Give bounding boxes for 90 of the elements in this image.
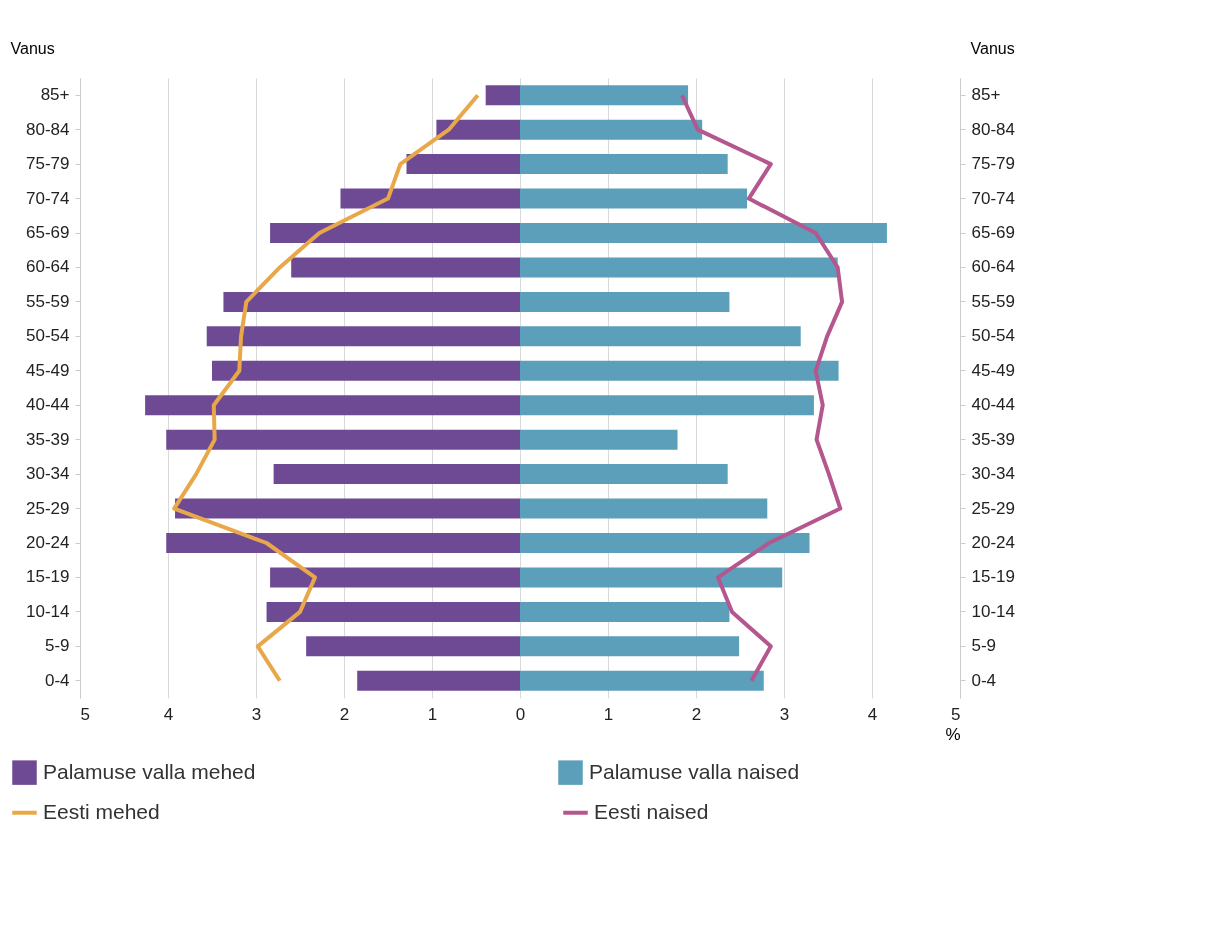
y-tick-label: 10-14 [26, 601, 70, 621]
y-tick-label: 85+ [40, 85, 70, 105]
bar [436, 119, 520, 140]
bar [357, 670, 520, 691]
x-tick-label: 2 [339, 704, 350, 724]
bar [520, 291, 730, 312]
bar [266, 601, 520, 622]
y-tick-label: 25-29 [26, 498, 70, 518]
category-label: 25-29 [971, 498, 1015, 518]
bar [520, 154, 728, 175]
x-axis-title: % [945, 724, 961, 744]
bar [520, 257, 838, 278]
y-tick-label: 75-79 [26, 154, 70, 174]
legend-label: Palamuse valla naised [589, 759, 800, 783]
bar [520, 360, 839, 381]
bar [520, 636, 740, 657]
category-label: 60-64 [971, 257, 1015, 277]
x-tick-label: 5 [951, 704, 961, 724]
bar [206, 326, 520, 347]
category-label: 15-19 [971, 567, 1015, 587]
bar [520, 395, 814, 416]
bar [406, 154, 520, 175]
bar [520, 326, 801, 347]
y-tick-label: 0-4 [44, 670, 70, 690]
bar [520, 533, 810, 553]
bar [485, 85, 520, 106]
category-label: 35-39 [971, 429, 1015, 449]
bar [520, 188, 748, 209]
legend-label: Eesti naised [594, 799, 709, 823]
x-tick-label: 3 [779, 704, 790, 724]
category-label: 5-9 [971, 636, 997, 656]
bar [270, 223, 520, 243]
category-label: 40-44 [971, 395, 1015, 415]
legend-label: Eesti mehed [43, 799, 160, 823]
x-tick-label: 4 [163, 704, 174, 724]
y-tick-label: 55-59 [26, 291, 70, 311]
x-tick-label: 3 [251, 704, 262, 724]
category-label: 80-84 [971, 119, 1015, 139]
bar [166, 533, 520, 553]
bar [270, 567, 520, 588]
x-tick-label: 1 [603, 704, 614, 724]
y2-axis-title: Vanus [970, 39, 1015, 57]
category-label: 0-4 [971, 670, 997, 690]
x-tick-label: 5 [80, 704, 90, 724]
bar [520, 119, 703, 140]
category-label: 10-14 [971, 601, 1015, 621]
x-tick-label: 0 [515, 704, 526, 724]
bar [520, 567, 783, 588]
category-label: 70-74 [971, 188, 1015, 208]
bar [166, 429, 520, 450]
y-tick-label: 5-9 [44, 636, 70, 656]
bar [520, 670, 764, 691]
bar [520, 85, 689, 106]
y-tick-label: 20-24 [26, 533, 70, 552]
bar [291, 257, 520, 278]
bar [212, 360, 520, 381]
bar [223, 291, 520, 312]
category-label: 75-79 [971, 154, 1015, 174]
category-label: 85+ [971, 85, 1001, 105]
bar [273, 464, 520, 485]
bar [145, 395, 520, 416]
y-axis-title: Vanus [10, 39, 55, 57]
y-tick-label: 40-44 [26, 395, 70, 415]
y-tick-label: 15-19 [26, 567, 70, 587]
category-label: 20-24 [971, 533, 1015, 552]
x-tick-label: 1 [427, 704, 438, 724]
bar [520, 429, 678, 450]
legend-label: Palamuse valla mehed [43, 759, 256, 783]
x-tick-label: 4 [867, 704, 878, 724]
category-label: 30-34 [971, 464, 1015, 484]
x-tick-label: 2 [691, 704, 702, 724]
y-tick-label: 35-39 [26, 429, 70, 449]
bar [175, 498, 520, 519]
y-tick-label: 70-74 [26, 188, 70, 208]
y-tick-label: 30-34 [26, 464, 70, 484]
bar [340, 188, 520, 209]
bar [520, 601, 730, 622]
y-tick-label: 60-64 [26, 257, 70, 277]
y-tick-label: 65-69 [26, 223, 70, 242]
y-tick-label: 80-84 [26, 119, 70, 139]
bar [520, 223, 887, 243]
y-tick-label: 45-49 [26, 360, 70, 380]
bar [520, 464, 728, 485]
bar [520, 498, 768, 519]
bar [306, 636, 520, 657]
y-tick-label: 50-54 [26, 326, 70, 346]
category-label: 65-69 [971, 223, 1015, 242]
category-label: 50-54 [971, 326, 1015, 346]
category-label: 55-59 [971, 291, 1015, 311]
category-label: 45-49 [971, 360, 1015, 380]
